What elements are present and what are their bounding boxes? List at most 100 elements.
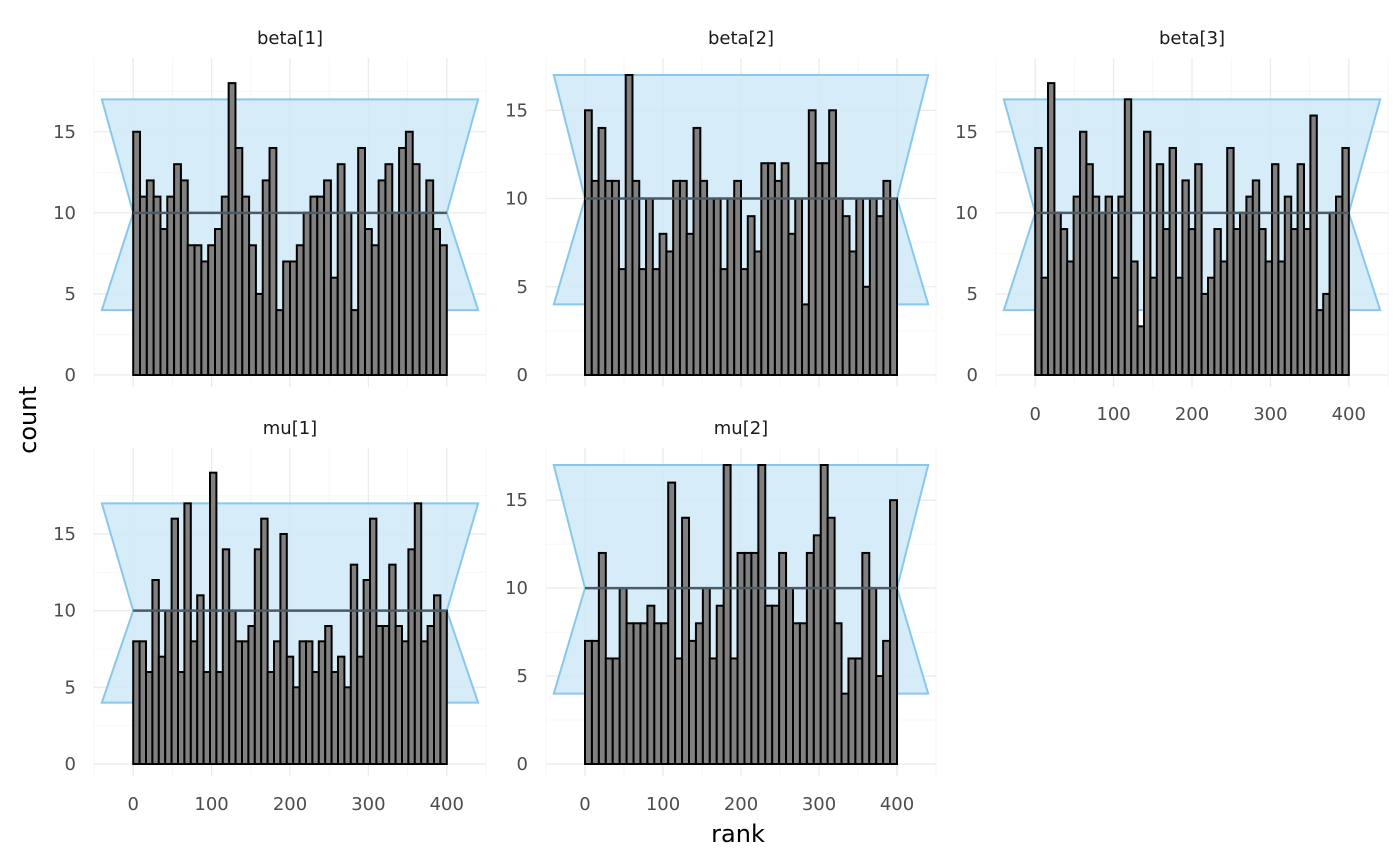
rank-bar [706, 197, 715, 376]
rank-bar [658, 232, 668, 376]
rank-bar [166, 195, 176, 376]
rank-bar [214, 228, 223, 376]
rank-bar [279, 533, 288, 765]
y-tick-label: 10 [505, 189, 528, 210]
x-tick-label: 300 [351, 794, 385, 815]
rank-bar [773, 179, 783, 376]
facet-title: beta[3] [1159, 28, 1225, 49]
rank-bar [729, 657, 739, 765]
rank-bar [584, 639, 593, 765]
rank-bar [722, 464, 732, 765]
rank-bar [780, 162, 790, 376]
rank-bar [193, 244, 203, 376]
rank-bar [432, 228, 441, 376]
y-tick-label: 5 [967, 284, 978, 305]
rank-bar [370, 244, 380, 376]
facet-panel: 0 5 10 15 beta[3] 0 100 200 300 400 [955, 28, 1389, 425]
rank-bar [183, 502, 192, 765]
rank-bar [792, 622, 801, 766]
rank-bar [688, 639, 697, 765]
rank-bar [200, 260, 210, 376]
rank-bar [132, 130, 142, 376]
rank-bar [834, 197, 844, 376]
rank-bar [439, 609, 448, 766]
rank-bar [377, 179, 387, 376]
rank-bar [882, 179, 892, 376]
rank-bar [418, 211, 428, 376]
x-tick-label: 100 [194, 794, 228, 815]
rank-bar [767, 162, 776, 376]
rank-bar [398, 146, 407, 376]
y-tick-label: 5 [517, 277, 528, 298]
facet-title: mu[1] [263, 418, 317, 439]
rank-bar [207, 244, 217, 376]
y-tick-label: 5 [517, 666, 528, 687]
x-tick-label: 300 [1253, 404, 1287, 425]
rank-bar [624, 74, 634, 376]
rank-bar [159, 228, 169, 376]
rank-bar [227, 82, 237, 377]
rank-bar [170, 517, 180, 766]
rank-bar [302, 211, 312, 376]
rank-bar [694, 622, 704, 766]
rank-bar [220, 195, 230, 376]
rank-bar [743, 551, 753, 765]
rank-bar [391, 211, 401, 376]
x-tick-label: 400 [880, 794, 914, 815]
rank-bar [248, 244, 257, 376]
rank-bar [139, 195, 148, 376]
rank-bar [234, 146, 244, 376]
rank-bar [764, 604, 774, 765]
y-tick-label: 0 [967, 365, 978, 386]
rank-bar [733, 179, 743, 376]
y-tick-label: 15 [53, 122, 76, 143]
rank-bar [807, 109, 817, 376]
rank-bar [261, 179, 271, 376]
rank-bar [841, 215, 851, 376]
rank-bar [1194, 163, 1203, 376]
x-tick-label: 100 [1096, 404, 1130, 425]
rank-bar [1034, 146, 1043, 376]
rank-bar [617, 268, 627, 376]
rank-bar [672, 179, 681, 376]
rank-bar [740, 268, 749, 376]
y-tick-label: 15 [955, 122, 978, 143]
rank-bar [404, 130, 414, 376]
rank-bar [719, 268, 729, 376]
rank-bar [712, 197, 722, 376]
rank-bar [282, 260, 292, 376]
y-tick-label: 0 [517, 754, 528, 775]
rank-bar [821, 162, 831, 376]
rank-bar [590, 179, 600, 376]
rank-bar [611, 657, 621, 765]
y-tick-label: 15 [505, 490, 528, 511]
y-tick-label: 15 [505, 100, 528, 121]
x-axis-title: rank [711, 820, 765, 848]
rank-bar [798, 622, 808, 766]
rank-bar [411, 163, 421, 376]
rank-bar [260, 517, 269, 766]
rank-bar [753, 250, 763, 376]
rank-bar [631, 179, 641, 376]
rank-bar [868, 197, 878, 376]
x-tick-label: 200 [273, 794, 307, 815]
rank-bar [632, 622, 642, 766]
y-tick-label: 10 [53, 203, 76, 224]
rank-bar [861, 551, 871, 765]
facet-title: mu[2] [714, 418, 768, 439]
rank-bar [750, 551, 760, 765]
rank-bar [152, 195, 162, 376]
rank-bar [787, 232, 797, 376]
rank-bar [665, 250, 675, 376]
y-tick-label: 0 [65, 365, 76, 386]
rank-bar [384, 163, 394, 376]
rank-bar [329, 276, 339, 376]
x-tick-label: 0 [127, 794, 138, 815]
rank-bar [854, 657, 864, 765]
facet-panel: 0 5 10 15 beta[2] [505, 28, 937, 387]
rank-bar [254, 292, 264, 376]
rank-bar [275, 309, 285, 376]
rank-bar [840, 692, 850, 765]
rank-bar [699, 179, 709, 376]
rank-bar [1130, 260, 1139, 376]
